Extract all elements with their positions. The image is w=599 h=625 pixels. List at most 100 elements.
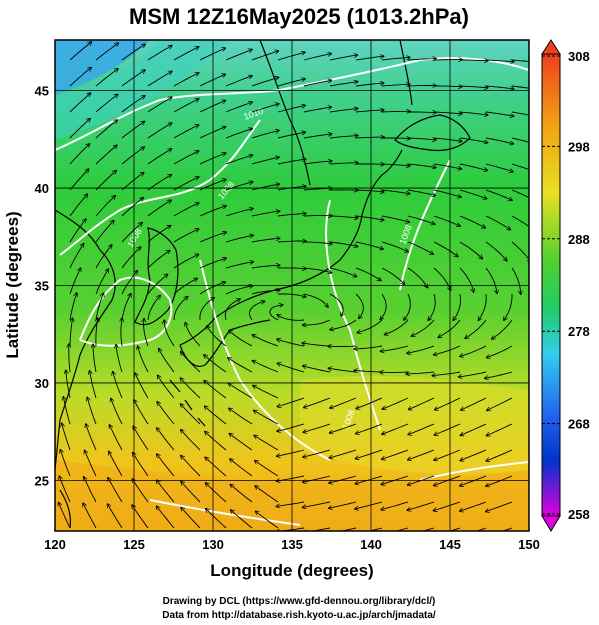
- streamline: [382, 449, 409, 459]
- streamline: [205, 406, 227, 425]
- streamline: [355, 83, 384, 87]
- streamline: [228, 383, 253, 399]
- streamline: [230, 484, 253, 503]
- streamline: [69, 318, 73, 347]
- streamline: [355, 449, 383, 459]
- streamline: [181, 456, 201, 477]
- y-tick-label: 35: [35, 279, 49, 294]
- streamline: [433, 189, 461, 197]
- streamline: [225, 50, 252, 61]
- streamline: [356, 164, 384, 165]
- streamline: [304, 397, 331, 408]
- streamline: [486, 475, 513, 486]
- streamline: [199, 298, 214, 321]
- streamline: [276, 527, 305, 531]
- streamline: [121, 70, 145, 87]
- streamline: [277, 315, 305, 321]
- y-axis-label: Latitude (degrees): [3, 211, 22, 358]
- streamline: [230, 459, 253, 477]
- streamline: [95, 43, 118, 61]
- streamline: [407, 138, 436, 140]
- streamline: [409, 397, 435, 410]
- streamline: [303, 80, 331, 87]
- streamline: [357, 319, 383, 333]
- streamline: [355, 137, 384, 138]
- streamline: [407, 163, 436, 168]
- streamline: [277, 423, 305, 431]
- streamline: [504, 294, 513, 320]
- streamline: [229, 330, 253, 347]
- streamline: [433, 112, 462, 114]
- y-tick-label: 45: [35, 84, 49, 99]
- streamline: [132, 505, 149, 529]
- streamline: [251, 77, 279, 87]
- streamline: [303, 107, 332, 113]
- streamline: [511, 189, 529, 198]
- streamline: [256, 511, 279, 529]
- streamline: [355, 293, 364, 318]
- credit-drawing: Drawing by DCL (https://www.gfd-dennou.o…: [163, 596, 436, 607]
- streamline: [133, 453, 149, 477]
- streamline: [69, 219, 86, 243]
- streamline: [433, 267, 451, 290]
- streamline: [147, 200, 171, 217]
- map-frame: [54, 39, 530, 532]
- map-gridlines: [55, 40, 529, 531]
- streamline: [185, 323, 201, 347]
- streamline: [459, 267, 474, 292]
- streamline: [181, 352, 201, 373]
- streamline: [83, 503, 97, 529]
- streamline: [173, 151, 199, 165]
- streamline: [60, 450, 71, 477]
- streamline: [407, 241, 433, 254]
- streamline: [90, 371, 97, 399]
- streamline: [407, 189, 435, 196]
- streamline: [460, 345, 487, 356]
- streamline: [302, 343, 331, 347]
- streamline: [382, 397, 409, 409]
- streamline: [485, 85, 514, 89]
- streamline: [121, 44, 145, 61]
- streamline: [433, 501, 461, 511]
- streamline: [87, 397, 97, 425]
- streamline: [157, 402, 175, 425]
- streamline: [487, 397, 513, 410]
- streamline: [95, 94, 118, 113]
- streamline: [157, 506, 175, 529]
- streamline: [147, 71, 172, 87]
- streamline: [159, 349, 175, 373]
- streamline: [69, 194, 88, 217]
- streamline: [277, 449, 305, 456]
- streamline: [158, 375, 175, 399]
- streamline: [204, 381, 227, 399]
- streamline: [459, 215, 485, 228]
- colorbar-tick-label: 288: [568, 232, 590, 247]
- streamline: [459, 86, 488, 88]
- streamline: [255, 461, 279, 477]
- streamline: [254, 435, 279, 451]
- streamline: [303, 161, 332, 165]
- streamline: [303, 501, 331, 507]
- x-tick-label: 150: [518, 537, 540, 552]
- streamline: [86, 424, 97, 451]
- streamline: [205, 432, 227, 451]
- streamline: [448, 527, 461, 531]
- streamline: [96, 318, 98, 347]
- streamline: [121, 318, 122, 347]
- streamline: [255, 486, 279, 503]
- streamline: [95, 145, 117, 165]
- streamline: [428, 293, 436, 320]
- streamline: [381, 501, 409, 510]
- streamline: [435, 397, 461, 410]
- wind-streamlines: [59, 42, 529, 531]
- streamline: [69, 42, 91, 61]
- streamline: [381, 189, 410, 194]
- streamline: [253, 386, 279, 399]
- streamline: [133, 426, 149, 451]
- streamline: [330, 423, 357, 433]
- streamline: [381, 215, 409, 222]
- streamline: [225, 262, 253, 269]
- streamline: [228, 358, 253, 373]
- streamline: [95, 120, 117, 139]
- streamline: [381, 111, 410, 112]
